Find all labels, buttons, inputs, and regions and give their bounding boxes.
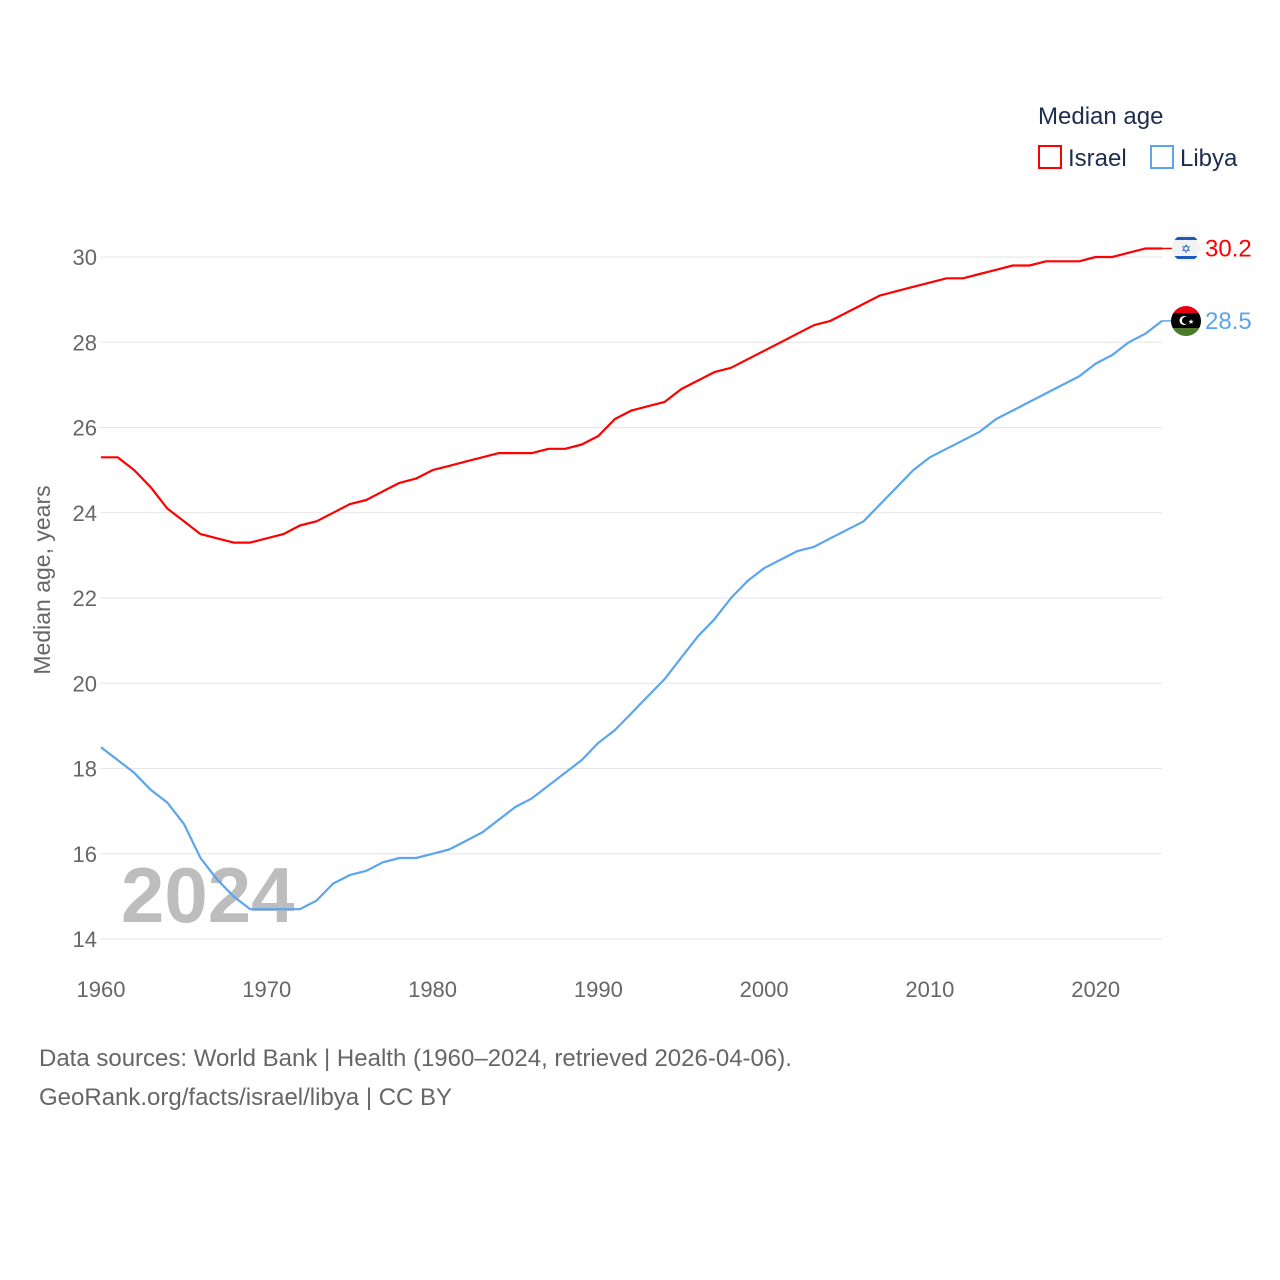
x-tick-label: 2000: [740, 977, 789, 1002]
credit-note[interactable]: GeoRank.org/facts/israel/libya | CC BY: [39, 1084, 453, 1111]
israel-flag-icon: ✡: [1172, 234, 1200, 262]
legend-item-israel[interactable]: Israel: [1038, 145, 1127, 172]
x-tick-label: 2020: [1071, 977, 1120, 1002]
series-lines: [100, 247, 1163, 911]
y-tick-label: 14: [73, 927, 97, 952]
svg-text:★: ★: [1188, 318, 1194, 326]
legend-swatch-israel: [1038, 145, 1062, 169]
y-axis-label: Median age, years: [29, 485, 55, 674]
y-tick-label: 20: [73, 671, 97, 696]
legend: Median age Israel Libya: [1038, 103, 1238, 172]
end-value-label-libya: 28.5: [1205, 308, 1252, 335]
x-tick-label: 1970: [242, 977, 291, 1002]
legend-label-israel: Israel: [1068, 145, 1127, 172]
y-tick-label: 18: [73, 757, 97, 782]
series-end-labels: 30.2 28.5: [1162, 235, 1252, 335]
gridlines: [100, 256, 1162, 940]
data-source-note: Data sources: World Bank | Health (1960–…: [39, 1045, 792, 1072]
legend-swatch-libya: [1150, 145, 1174, 169]
y-axis-ticks: 14 16 18 20 22 24 26 28 30: [73, 245, 97, 952]
y-tick-label: 22: [73, 586, 97, 611]
x-tick-label: 1960: [77, 977, 126, 1002]
legend-label-libya: Libya: [1180, 145, 1238, 172]
legend-title: Median age: [1038, 103, 1163, 130]
x-tick-label: 1980: [408, 977, 457, 1002]
y-tick-label: 16: [73, 842, 97, 867]
series-line-israel: [101, 247, 1162, 544]
year-watermark: 2024: [121, 851, 295, 939]
y-tick-label: 24: [73, 501, 97, 526]
x-tick-label: 2010: [905, 977, 954, 1002]
y-tick-label: 28: [73, 330, 97, 355]
x-axis-ticks: 1960 1970 1980 1990 2000 2010 2020: [77, 977, 1121, 1002]
libya-flag-icon: ★: [1171, 306, 1201, 336]
x-tick-label: 1990: [574, 977, 623, 1002]
y-tick-label: 30: [73, 245, 97, 270]
series-line-libya: [100, 320, 1163, 911]
svg-text:✡: ✡: [1181, 242, 1191, 256]
y-tick-label: 26: [73, 416, 97, 441]
legend-item-libya[interactable]: Libya: [1150, 145, 1238, 172]
end-value-label-israel: 30.2: [1205, 235, 1252, 262]
